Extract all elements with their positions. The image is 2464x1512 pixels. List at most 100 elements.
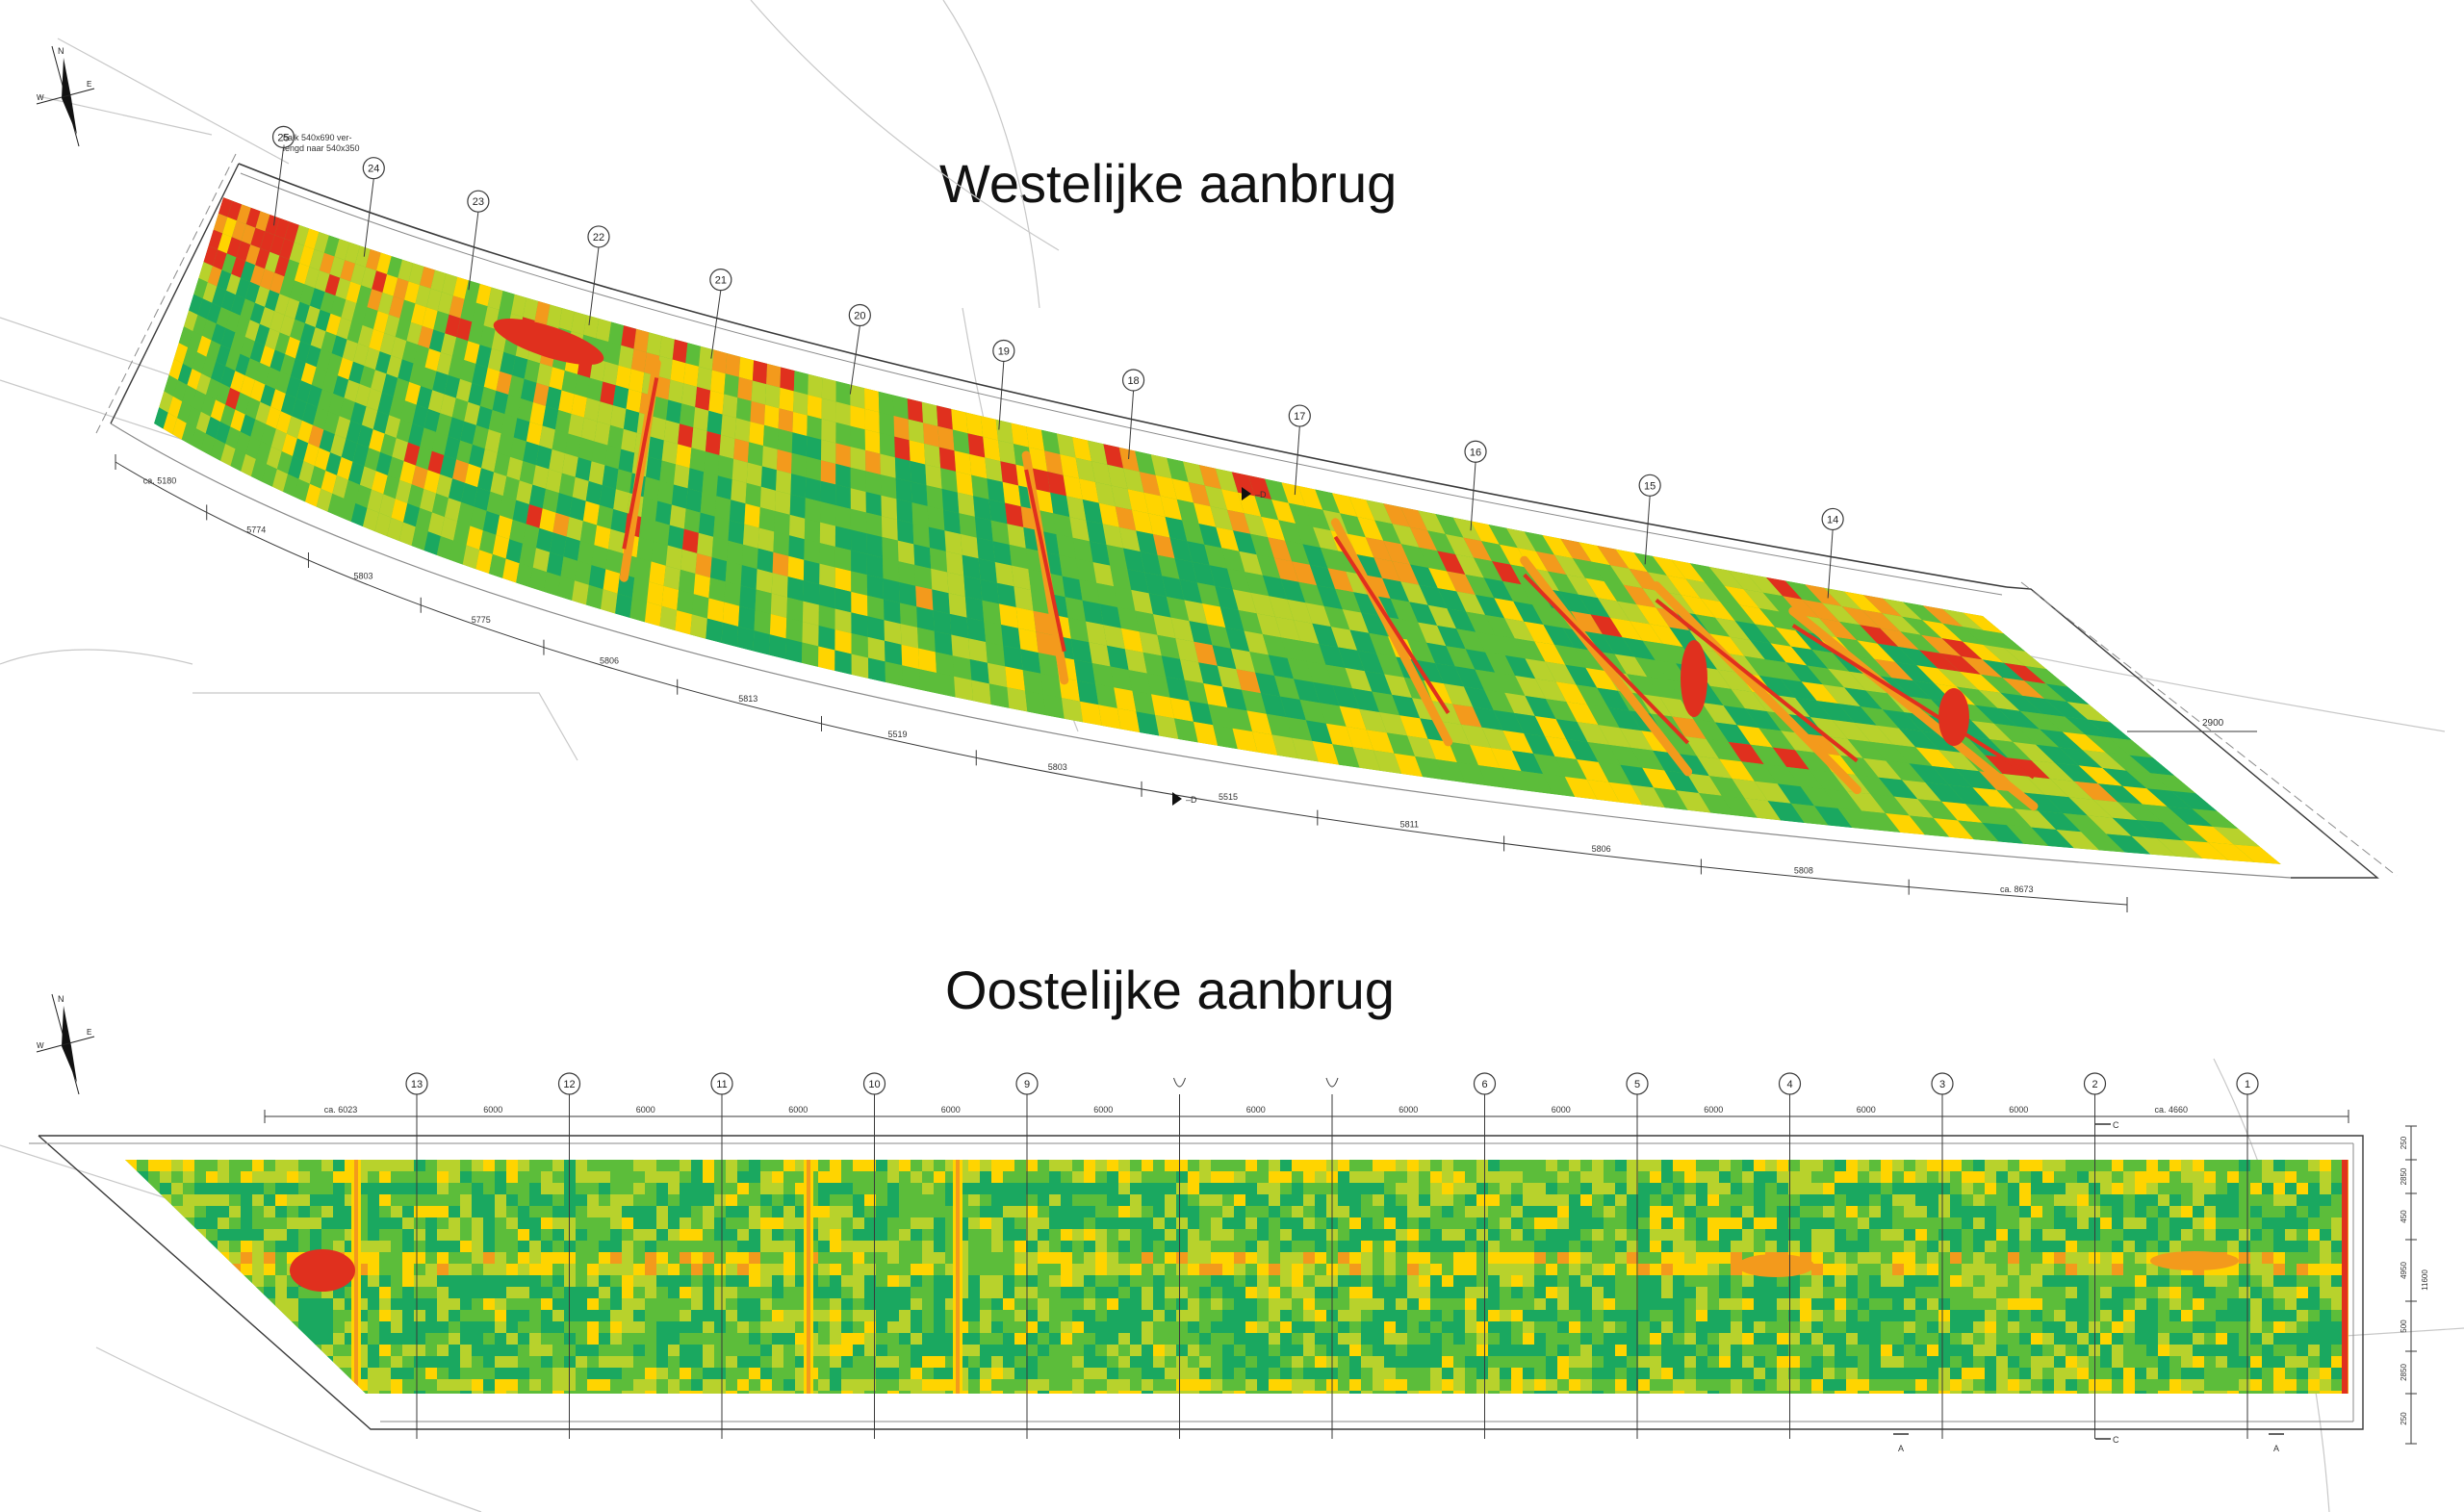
heat-cell <box>749 1310 761 1322</box>
heat-cell <box>1245 1264 1258 1276</box>
heat-cell <box>1534 1241 1547 1253</box>
heat-cell <box>1014 1217 1027 1230</box>
heat-cell <box>1878 777 1918 800</box>
heat-cell <box>1084 1298 1096 1311</box>
heat-cell <box>714 1275 727 1288</box>
heat-cell <box>518 1264 530 1276</box>
heat-cell <box>391 1379 403 1392</box>
heat-cell <box>504 395 521 419</box>
heat-cell <box>783 1356 796 1369</box>
heat-cell <box>472 1206 484 1218</box>
heat-cell <box>1373 1206 1385 1218</box>
heat-cell <box>1234 1298 1246 1311</box>
heat-cell <box>1211 1275 1223 1288</box>
heat-cell <box>1802 599 1840 622</box>
heat-cell <box>633 328 650 353</box>
heat-cell <box>271 469 289 493</box>
heat-cell <box>535 445 552 470</box>
heat-cell <box>1652 555 1686 579</box>
heat-cell <box>746 462 762 487</box>
heat-cell <box>1153 1356 1166 1369</box>
heat-cell <box>887 1206 900 1218</box>
heat-cell <box>1719 1310 1732 1322</box>
heat-cell <box>1213 725 1238 750</box>
heat-cell <box>564 1252 577 1265</box>
heat-cell <box>356 285 372 308</box>
heat-cell <box>241 453 256 477</box>
heat-cell <box>1742 1287 1755 1299</box>
heat-cell <box>1234 1287 1246 1299</box>
heat-cell <box>183 1229 195 1242</box>
heat-cell <box>1523 1217 1535 1230</box>
heat-cell <box>876 1217 888 1230</box>
heat-cell <box>1511 1356 1524 1369</box>
heat-cell <box>1719 1287 1732 1299</box>
heat-cell <box>633 1183 646 1195</box>
heat-cell <box>472 1241 484 1253</box>
heat-cell <box>314 270 330 293</box>
heat-cell <box>1246 710 1272 735</box>
heat-cell <box>1103 444 1124 469</box>
heat-cell <box>241 1356 253 1369</box>
heat-cell <box>1280 1241 1293 1253</box>
heat-cell <box>1841 606 1881 628</box>
heat-cell <box>475 405 493 430</box>
heat-cell <box>1765 1275 1778 1288</box>
heat-cell <box>1534 1206 1547 1218</box>
heat-cell <box>737 1368 750 1380</box>
heat-cell <box>865 471 882 496</box>
heat-cell <box>508 374 525 398</box>
heat-cell <box>298 1183 311 1195</box>
heat-cell <box>1638 1194 1651 1207</box>
heat-cell <box>1407 1275 1420 1288</box>
heat-cell <box>599 1321 611 1334</box>
heat-cell <box>803 559 820 585</box>
heat-cell <box>699 346 714 371</box>
heat-cell <box>1130 1241 1142 1253</box>
heat-cell <box>1049 1287 1062 1299</box>
heat-cell <box>1199 1241 1212 1253</box>
heat-cell <box>656 1252 669 1265</box>
heat-cell <box>1426 642 1455 667</box>
heat-cell <box>549 367 565 391</box>
heat-cell <box>603 569 621 594</box>
heat-cell <box>772 1379 784 1392</box>
heat-cell <box>1971 720 2014 742</box>
heat-cell <box>783 1391 796 1394</box>
heat-cell <box>1511 1310 1524 1322</box>
heat-cell <box>1061 1264 1073 1276</box>
heat-cell <box>1292 1310 1304 1322</box>
heat-cell <box>576 1171 588 1184</box>
heat-cell <box>1661 1194 1674 1207</box>
heat-cell <box>772 1241 784 1253</box>
heat-cell <box>1811 1241 1824 1253</box>
heat-cell <box>1638 1345 1651 1357</box>
heat-cell <box>1846 1160 1859 1172</box>
heat-cell <box>1684 1321 1697 1334</box>
heat-cell <box>1788 1379 1801 1392</box>
heat-cell <box>1546 1171 1558 1184</box>
heat-cell <box>218 1333 230 1345</box>
heat-cell <box>1165 1333 1177 1345</box>
heat-cell <box>1396 1171 1408 1184</box>
heat-cell <box>610 509 628 533</box>
heat-cell <box>841 1379 854 1392</box>
heat-cell <box>841 1298 854 1311</box>
heat-cell <box>426 288 443 311</box>
heat-cell <box>436 352 452 375</box>
heat-cell <box>1222 1252 1235 1265</box>
heat-cell <box>968 1241 981 1253</box>
heat-cell <box>1171 478 1194 503</box>
heat-cell <box>1696 1333 1708 1345</box>
heat-cell <box>160 1217 172 1230</box>
heat-cell <box>691 1287 704 1299</box>
axis-marker: 21 <box>709 269 732 359</box>
heat-cell <box>542 488 559 513</box>
heat-cell <box>437 1194 449 1207</box>
heat-cell <box>379 1298 392 1311</box>
heat-cell <box>1274 616 1300 641</box>
heat-cell <box>1557 1241 1570 1253</box>
heat-cell <box>391 1171 403 1184</box>
heat-cell <box>737 1298 750 1311</box>
heat-cell <box>298 1321 311 1334</box>
